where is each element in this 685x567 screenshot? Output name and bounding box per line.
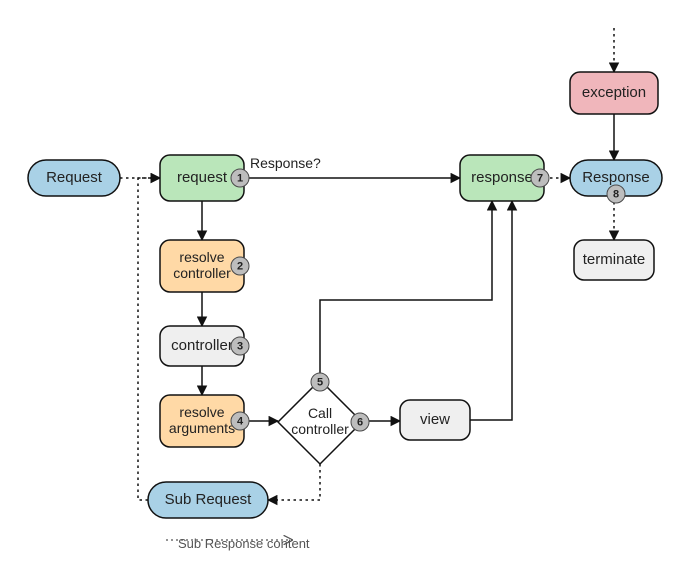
badge-label-call_ctrl: 6 (357, 417, 363, 429)
badge-label-response: 7 (537, 173, 543, 185)
node-response: response 7 (460, 155, 549, 201)
node-terminate: terminate (574, 240, 654, 280)
node-label-response_out: Response (582, 169, 650, 186)
node-resolve_args: resolvearguments4 (160, 395, 249, 447)
node-controller: controller 3 (160, 326, 249, 366)
badge-label-controller: 3 (237, 341, 243, 353)
flowchart-canvas: Response? Request request 1 resolvecontrolle… (0, 0, 685, 567)
node-label-request: request (177, 169, 228, 186)
node-resolve_ctrl: resolvecontroller 2 (160, 240, 249, 292)
badge-label-resolve_args: 4 (237, 416, 244, 428)
node-exception: exception (570, 72, 658, 114)
badge-label-resolve_ctrl: 2 (237, 261, 243, 273)
edge-label-e_req_resp: Response? (250, 155, 321, 171)
node-label-sub_request: Sub Request (165, 491, 253, 508)
node-label-response: response (471, 169, 533, 186)
node-label-terminate: terminate (583, 251, 646, 268)
node-sub_request: Sub Request (148, 482, 268, 518)
node-label-request_in: Request (46, 169, 103, 186)
node-request: request 1 (160, 155, 249, 201)
footer-label: Sub Response content (178, 536, 310, 551)
badge-label-request: 1 (237, 173, 243, 185)
node-label-exception: exception (582, 84, 646, 101)
node-label-view: view (420, 411, 450, 428)
badge-label-call_ctrl: 5 (317, 377, 323, 389)
node-label-controller: controller (171, 337, 233, 354)
node-request_in: Request (28, 160, 120, 196)
node-label-resolve_ctrl: resolvecontroller (173, 249, 231, 281)
node-view: view (400, 400, 470, 440)
badge-label-response_out: 8 (613, 189, 619, 201)
